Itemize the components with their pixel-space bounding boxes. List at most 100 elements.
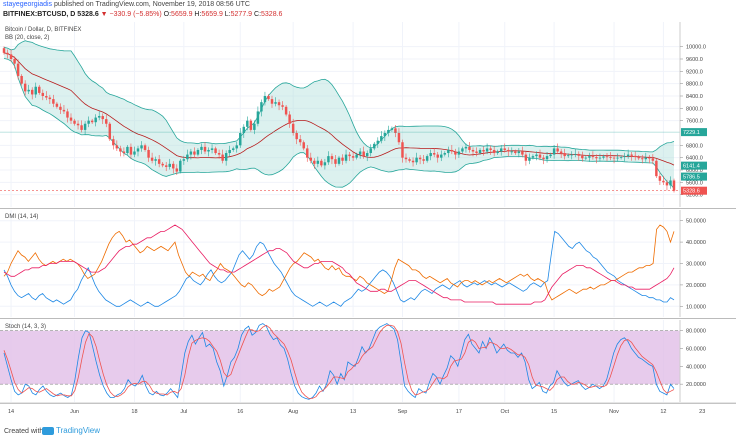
candle-body	[41, 92, 45, 96]
candle-body	[485, 148, 489, 152]
dmi-tick-label: 10.0000	[686, 304, 706, 310]
open-value: 5659.9	[171, 11, 193, 18]
close-value: 5328.6	[261, 11, 283, 18]
candle-body	[475, 151, 478, 154]
candle-body	[341, 157, 344, 161]
candle-body	[147, 149, 150, 158]
time-tick-label: 17	[456, 409, 462, 415]
bollinger-basis	[3, 52, 675, 166]
price-tick-label: 8400.0	[686, 94, 703, 100]
candle-body	[376, 140, 380, 144]
low-label: L:	[224, 11, 231, 18]
candle-body	[157, 159, 161, 164]
dmi-series-adx	[3, 224, 675, 305]
candle-body	[584, 157, 588, 159]
price-change: ▼ −330.9 (−5.85%)	[100, 11, 162, 18]
candle-body	[344, 154, 348, 161]
price-tag-bg	[681, 172, 707, 181]
high-label: H:	[194, 11, 202, 18]
candle-body	[249, 120, 253, 130]
candle-body	[136, 148, 140, 152]
candle-body	[450, 149, 454, 152]
candle-body	[503, 148, 506, 150]
price-tag-bg	[681, 161, 707, 170]
candle-body	[246, 120, 249, 127]
dmi-axis-bg	[680, 210, 736, 317]
candle-body	[217, 153, 221, 155]
price-tag-bg	[681, 128, 707, 137]
candle-body	[288, 114, 291, 124]
price-tick-label: 6800.0	[686, 143, 703, 149]
candle-body	[588, 156, 591, 158]
candle-body	[549, 154, 552, 157]
dmi-pane[interactable]: 50.0000 40.0000 30.0000 20.0000 10.0000 DMI (…	[0, 210, 736, 319]
price-pane[interactable]: 10000.0 9600.0 9200.0 8800.0 8400.0 8000.0 760…	[0, 22, 736, 209]
candle-body	[397, 133, 401, 143]
price-tag: 6141.4	[683, 164, 700, 170]
candle-body	[605, 156, 609, 158]
candle-body	[105, 119, 108, 124]
candle-body	[507, 149, 510, 152]
candle-body	[295, 133, 298, 140]
candle-body	[658, 176, 662, 181]
candle-body	[535, 154, 538, 157]
tradingview-logo[interactable]: TradingView	[42, 426, 100, 435]
stoch-axis-bg	[680, 320, 736, 402]
candle-body	[242, 126, 246, 133]
candle-body	[598, 157, 602, 159]
candle-body	[80, 125, 83, 130]
candle-body	[274, 102, 277, 104]
time-tick-label: Nov	[609, 409, 619, 415]
candle-body	[633, 155, 637, 158]
candle-body	[23, 83, 27, 92]
stoch-series-d	[3, 324, 675, 399]
candle-body	[69, 117, 73, 121]
candle-body	[302, 142, 305, 149]
ohlc-values: O:5659.9 H:5659.9 L:5277.9 C:5328.6	[164, 11, 283, 18]
candle-body	[418, 157, 422, 160]
candle-body	[432, 153, 436, 155]
stoch-pane[interactable]: 80.0000 60.0000 40.0000 20.0000 Stoch (14, 3…	[0, 320, 736, 404]
price-tick-label: 7600.0	[686, 119, 703, 125]
author-link[interactable]: stayegeorgiadis	[3, 1, 53, 8]
candle-body	[538, 154, 542, 158]
candle-body	[380, 136, 383, 141]
candle-body	[203, 146, 207, 152]
candle-body	[401, 142, 404, 158]
candle-body	[545, 156, 549, 160]
candle-body	[189, 151, 193, 155]
candle-body	[334, 159, 337, 164]
candle-body	[256, 111, 260, 124]
candle-body	[591, 156, 595, 158]
candle-body	[577, 153, 581, 156]
candle-body	[531, 156, 535, 158]
candle-body	[38, 86, 41, 93]
price-tick-label: 8000.0	[686, 106, 703, 112]
candle-body	[291, 123, 295, 133]
candle-body	[616, 157, 619, 159]
candle-body	[94, 117, 97, 123]
candle-body	[492, 149, 496, 154]
candle-body	[457, 151, 461, 155]
tradingview-icon	[42, 426, 54, 435]
time-tick-label: Sep	[398, 409, 408, 415]
candle-body	[30, 89, 34, 95]
candle-body	[239, 133, 242, 146]
candle-body	[284, 106, 288, 115]
candle-body	[387, 129, 390, 133]
candle-body	[90, 120, 94, 123]
candle-body	[351, 156, 355, 158]
candle-body	[415, 157, 418, 163]
candle-body	[140, 145, 143, 149]
candle-body	[609, 157, 612, 158]
candle-body	[179, 160, 182, 172]
candle-body	[45, 96, 48, 98]
candle-body	[101, 116, 104, 120]
candle-body	[563, 153, 566, 157]
time-axis[interactable]: 14 Jun 18 Jul 16 Aug 13 Sep 17 Oct 15 Nov 12 23	[0, 402, 736, 415]
candle-body	[637, 157, 640, 159]
candle-body	[464, 146, 468, 149]
candle-body	[76, 123, 80, 126]
candle-body	[323, 162, 327, 166]
chart-canvas[interactable]: 10000.0 9600.0 9200.0 8800.0 8400.0 8000.0 760…	[0, 22, 736, 425]
